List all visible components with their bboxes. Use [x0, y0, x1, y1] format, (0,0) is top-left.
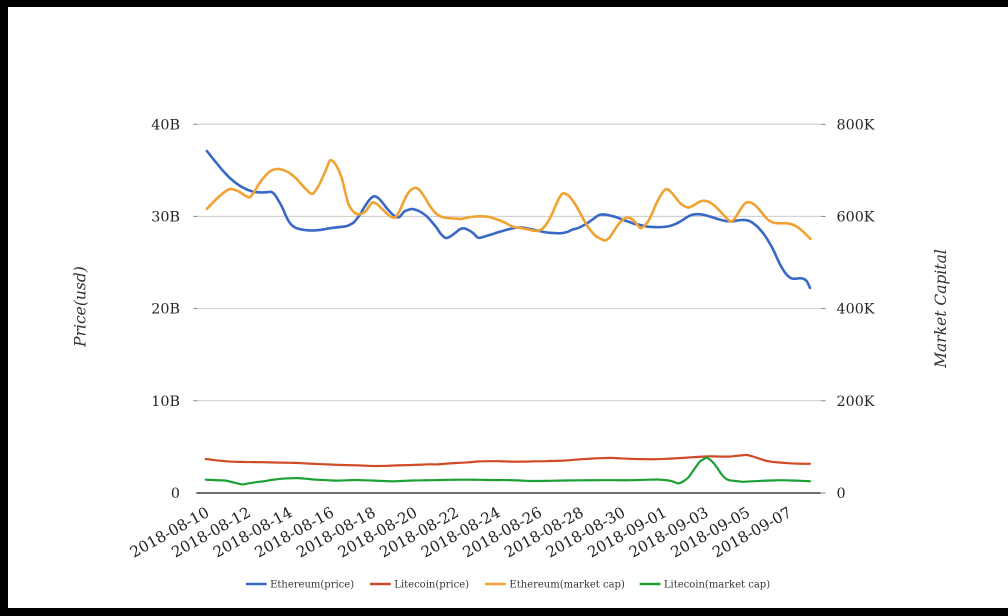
svg-text:400K: 400K	[837, 302, 875, 318]
svg-text:0: 0	[171, 486, 180, 502]
svg-text:10B: 10B	[151, 394, 180, 410]
svg-text:0: 0	[837, 486, 846, 502]
svg-text:Price(usd): Price(usd)	[71, 266, 89, 348]
svg-text:40B: 40B	[151, 117, 180, 133]
svg-text:800K: 800K	[837, 117, 875, 133]
svg-text:Ethereum(price): Ethereum(price)	[270, 580, 354, 591]
svg-text:30B: 30B	[151, 209, 180, 225]
svg-text:Market Capital: Market Capital	[932, 249, 950, 369]
svg-text:Ethereum(market cap): Ethereum(market cap)	[509, 580, 625, 591]
svg-text:20B: 20B	[151, 302, 180, 318]
svg-text:Litecoin(market cap): Litecoin(market cap)	[664, 580, 770, 591]
svg-text:200K: 200K	[837, 394, 875, 410]
svg-text:600K: 600K	[837, 209, 875, 225]
svg-text:Litecoin(price): Litecoin(price)	[394, 580, 469, 591]
